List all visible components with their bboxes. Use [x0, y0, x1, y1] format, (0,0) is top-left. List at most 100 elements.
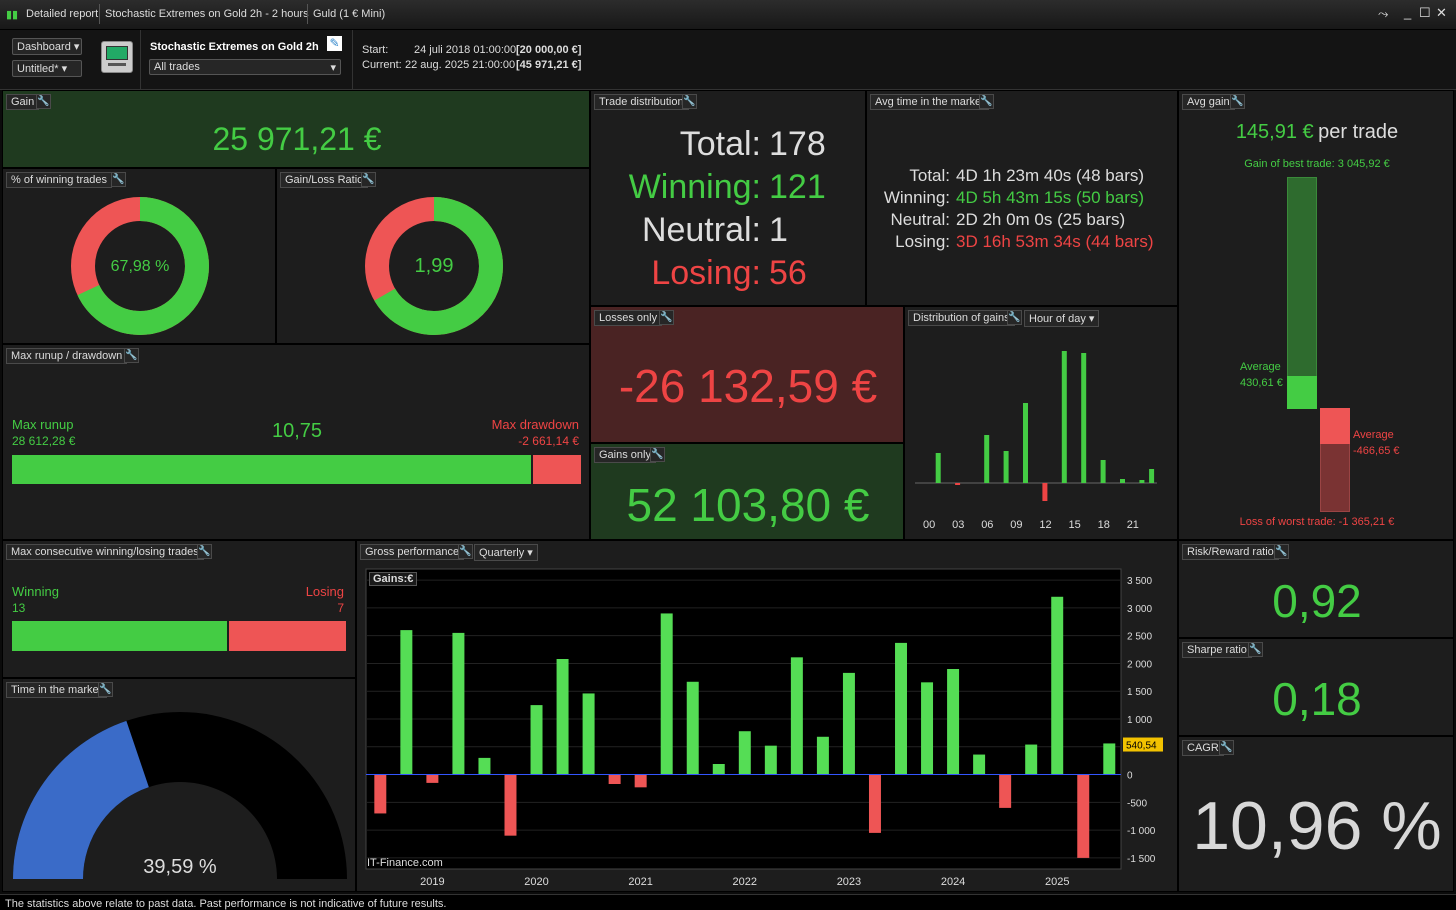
avg-loss-bar	[1320, 408, 1350, 444]
gross-bar	[426, 774, 439, 783]
gross-ytick: 1 500	[1127, 687, 1152, 698]
gross-bar	[1077, 774, 1090, 858]
wrench-icon[interactable]: 🔧	[1007, 310, 1022, 325]
wrench-icon[interactable]: 🔧	[124, 348, 139, 363]
consec-win-label: Winning	[12, 584, 59, 599]
wrench-icon[interactable]: 🔧	[458, 544, 473, 559]
risk-reward-panel: Risk/Reward ratio 🔧 0,92	[1178, 540, 1454, 638]
gross-bar	[608, 774, 621, 784]
wrench-icon[interactable]: 🔧	[650, 447, 665, 462]
wrench-icon[interactable]: 🔧	[111, 172, 126, 187]
dist-bar	[955, 483, 961, 485]
tab-detailed-report[interactable]: Detailed report	[26, 8, 99, 20]
dist-gains-chart: 00 03 06 09 12 15 18 21	[915, 351, 1157, 531]
edit-icon[interactable]: ✎	[327, 36, 342, 51]
dist-bar	[1081, 353, 1087, 483]
gross-bar	[504, 774, 517, 836]
gross-bar	[999, 774, 1012, 808]
trade-winning-label: Winning:	[628, 168, 761, 206]
gross-bar	[660, 613, 673, 775]
trade-dist-title: Trade distribution	[594, 94, 689, 110]
gross-ytick: 2 000	[1127, 659, 1152, 670]
gross-bar	[374, 774, 387, 814]
cagr-title: CAGR	[1182, 740, 1224, 756]
dist-gains-title: Distribution of gains	[908, 310, 1015, 326]
layout-select[interactable]: Untitled* ▾	[12, 60, 82, 77]
wrench-icon[interactable]: 🔧	[361, 172, 376, 187]
dashboard-select[interactable]: Dashboard ▾	[12, 38, 82, 55]
runup-bar-track	[12, 455, 581, 484]
dist-bar	[1149, 469, 1155, 483]
trade-neutral-label: Neutral:	[641, 211, 761, 249]
dist-tick-label: 03	[952, 519, 964, 531]
gross-period-select[interactable]: Quarterly ▾	[474, 544, 538, 561]
strategy-name: Stochastic Extremes on Gold 2h	[150, 41, 319, 53]
avg-win-value: 430,61 €	[1240, 377, 1283, 389]
wrench-icon[interactable]: 🔧	[979, 94, 994, 109]
trades-filter-select[interactable]: All trades ▾	[149, 59, 341, 75]
sharpe-value: 0,18	[1272, 673, 1362, 725]
gross-bar	[868, 774, 881, 833]
drawdown-value: -2 661,14 €	[518, 434, 579, 448]
consec-title: Max consecutive winning/losing trades	[6, 544, 204, 560]
wrench-icon[interactable]: 🔧	[659, 310, 674, 325]
tab-instrument[interactable]: Guld (1 € Mini)	[313, 8, 386, 20]
sharpe-panel: Sharpe ratio 🔧 0,18	[1178, 638, 1454, 736]
share-icon[interactable]: ⤳	[1378, 6, 1389, 21]
wrench-icon[interactable]: 🔧	[1248, 642, 1263, 657]
consec-win-value: 13	[12, 601, 26, 615]
wrench-icon[interactable]: 🔧	[1219, 740, 1234, 755]
close-icon[interactable]: ✕	[1436, 5, 1447, 20]
losses-only-panel: Losses only 🔧 -26 132,59 €	[590, 306, 904, 443]
gain-loss-title: Gain/Loss Ratio	[280, 172, 369, 188]
gross-xtick: 2019	[420, 876, 444, 888]
wrench-icon[interactable]: 🔧	[1230, 94, 1245, 109]
time-market-value: 39,59 %	[143, 856, 217, 878]
maximize-icon[interactable]: ☐	[1419, 5, 1431, 20]
dist-bar	[1023, 403, 1028, 483]
runup-label: Max runup	[12, 417, 74, 432]
current-value: [45 971,21 €]	[516, 59, 582, 71]
start-label: Start:	[362, 44, 389, 56]
gross-xtick: 2020	[524, 876, 548, 888]
avg-losing-label: Losing:	[895, 232, 950, 251]
time-market-panel: Time in the market 🔧 39,59 %	[2, 678, 356, 892]
avg-time-panel: Avg time in the market 🔧 Total: Winning:…	[866, 90, 1178, 306]
dist-bar	[984, 435, 990, 483]
runup-title: Max runup / drawdown	[6, 348, 128, 364]
gross-bar	[452, 632, 465, 775]
gross-chart-label: Gains:€	[369, 572, 418, 586]
trade-dist-panel: Trade distribution 🔧 Total: Winning: Neu…	[590, 90, 866, 306]
dist-tick-label: 15	[1069, 519, 1081, 531]
gains-only-title: Gains only	[594, 447, 656, 463]
wrench-icon[interactable]: 🔧	[1274, 544, 1289, 559]
best-trade-bar	[1287, 177, 1317, 409]
gain-loss-panel: Gain/Loss Ratio 🔧 1,99	[276, 168, 590, 344]
tab-strategy[interactable]: Stochastic Extremes on Gold 2h - 2 hours	[105, 8, 309, 20]
avg-loss-value: -466,65 €	[1353, 445, 1400, 457]
dist-bar	[1061, 351, 1067, 483]
current-label: Current:	[362, 59, 402, 71]
gross-bar	[921, 682, 934, 775]
wrench-icon[interactable]: 🔧	[197, 544, 212, 559]
start-date: 24 juli 2018 01:00:00	[414, 44, 517, 56]
gross-bar	[738, 731, 751, 775]
disclaimer: The statistics above relate to past data…	[5, 898, 447, 910]
minimize-icon[interactable]: _	[1404, 5, 1412, 20]
dist-mode-select[interactable]: Hour of day ▾	[1024, 310, 1100, 327]
gross-current-marker	[1123, 737, 1163, 752]
wrench-icon[interactable]: 🔧	[682, 94, 697, 109]
app-icon: ▮▮	[6, 9, 19, 21]
gross-bar	[790, 657, 803, 775]
wrench-icon[interactable]: 🔧	[98, 682, 113, 697]
dist-tick-label: 09	[1010, 519, 1022, 531]
dist-tick-label: 18	[1098, 519, 1110, 531]
wrench-icon[interactable]: 🔧	[36, 94, 51, 109]
gross-panel: Gross performance 🔧 Quarterly ▾ 3 500 3 0…	[356, 540, 1178, 892]
gross-bar	[634, 774, 647, 788]
report-icon[interactable]	[101, 41, 133, 73]
dist-bar	[1042, 483, 1048, 501]
time-market-title: Time in the market	[6, 682, 107, 698]
winning-pct-panel: % of winning trades 🔧 67,98 %	[2, 168, 276, 344]
